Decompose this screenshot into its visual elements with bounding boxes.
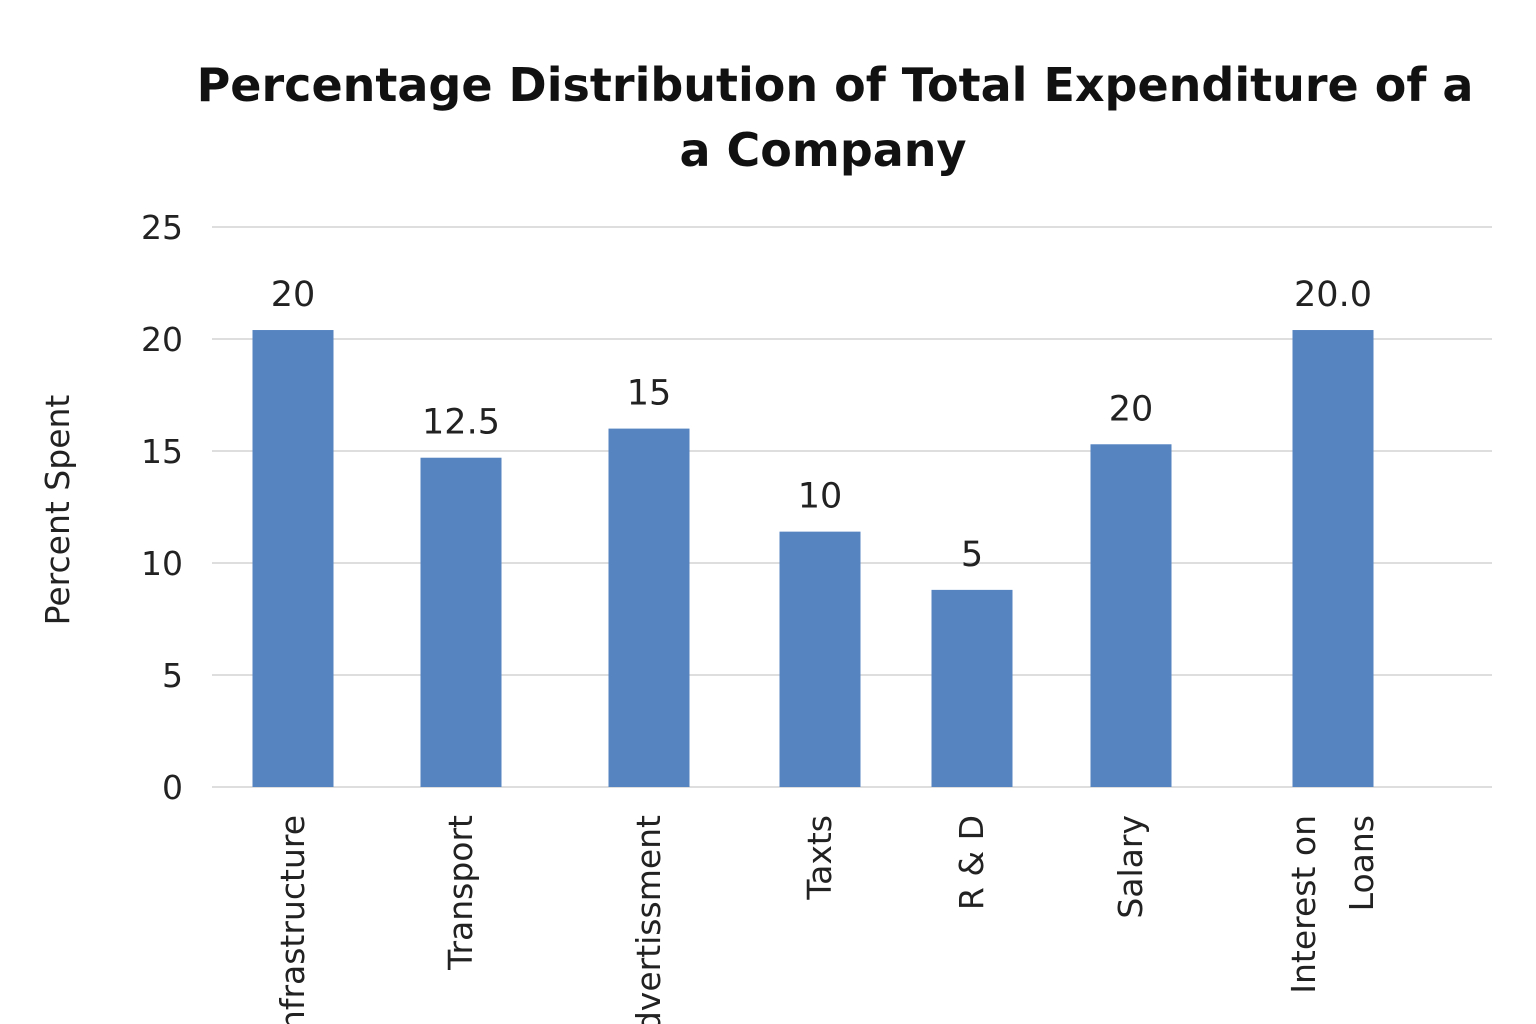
y-tick-label: 25 xyxy=(141,208,183,247)
data-label: 5 xyxy=(961,535,983,575)
bar xyxy=(1292,330,1374,787)
y-tick-label: 5 xyxy=(162,656,183,695)
bar xyxy=(1090,444,1172,787)
x-tick-label: Transport xyxy=(441,815,480,971)
y-tick-label: 0 xyxy=(162,768,183,807)
chart-title-line-2: a Company xyxy=(679,123,966,177)
data-label: 12.5 xyxy=(422,403,500,443)
data-label: 20 xyxy=(1109,389,1154,429)
bar xyxy=(779,531,861,787)
x-tick-label: Loans xyxy=(1342,815,1381,911)
data-label: 20.0 xyxy=(1294,275,1372,315)
x-tick-label: Advertissment xyxy=(629,815,668,1024)
data-label: 20 xyxy=(271,275,316,315)
data-label: 15 xyxy=(627,374,672,414)
bar xyxy=(931,589,1013,787)
x-tick-label: Infrastructure xyxy=(273,815,312,1024)
bar xyxy=(252,330,334,787)
y-tick-label: 15 xyxy=(141,432,183,471)
chart-title-line-1: Percentage Distribution of Total Expendi… xyxy=(197,58,1474,112)
data-label: 10 xyxy=(798,477,843,517)
bar xyxy=(420,457,502,787)
x-tick-label: R & D xyxy=(952,815,991,910)
x-tick-label: Interest on xyxy=(1284,815,1323,994)
y-axis-title: Percent Spent xyxy=(38,395,77,626)
y-tick-label: 10 xyxy=(141,544,183,583)
x-tick-label: Taxts xyxy=(800,815,839,901)
x-tick-label: Salary xyxy=(1111,815,1150,919)
y-tick-label: 20 xyxy=(141,320,183,359)
bar xyxy=(608,428,690,787)
